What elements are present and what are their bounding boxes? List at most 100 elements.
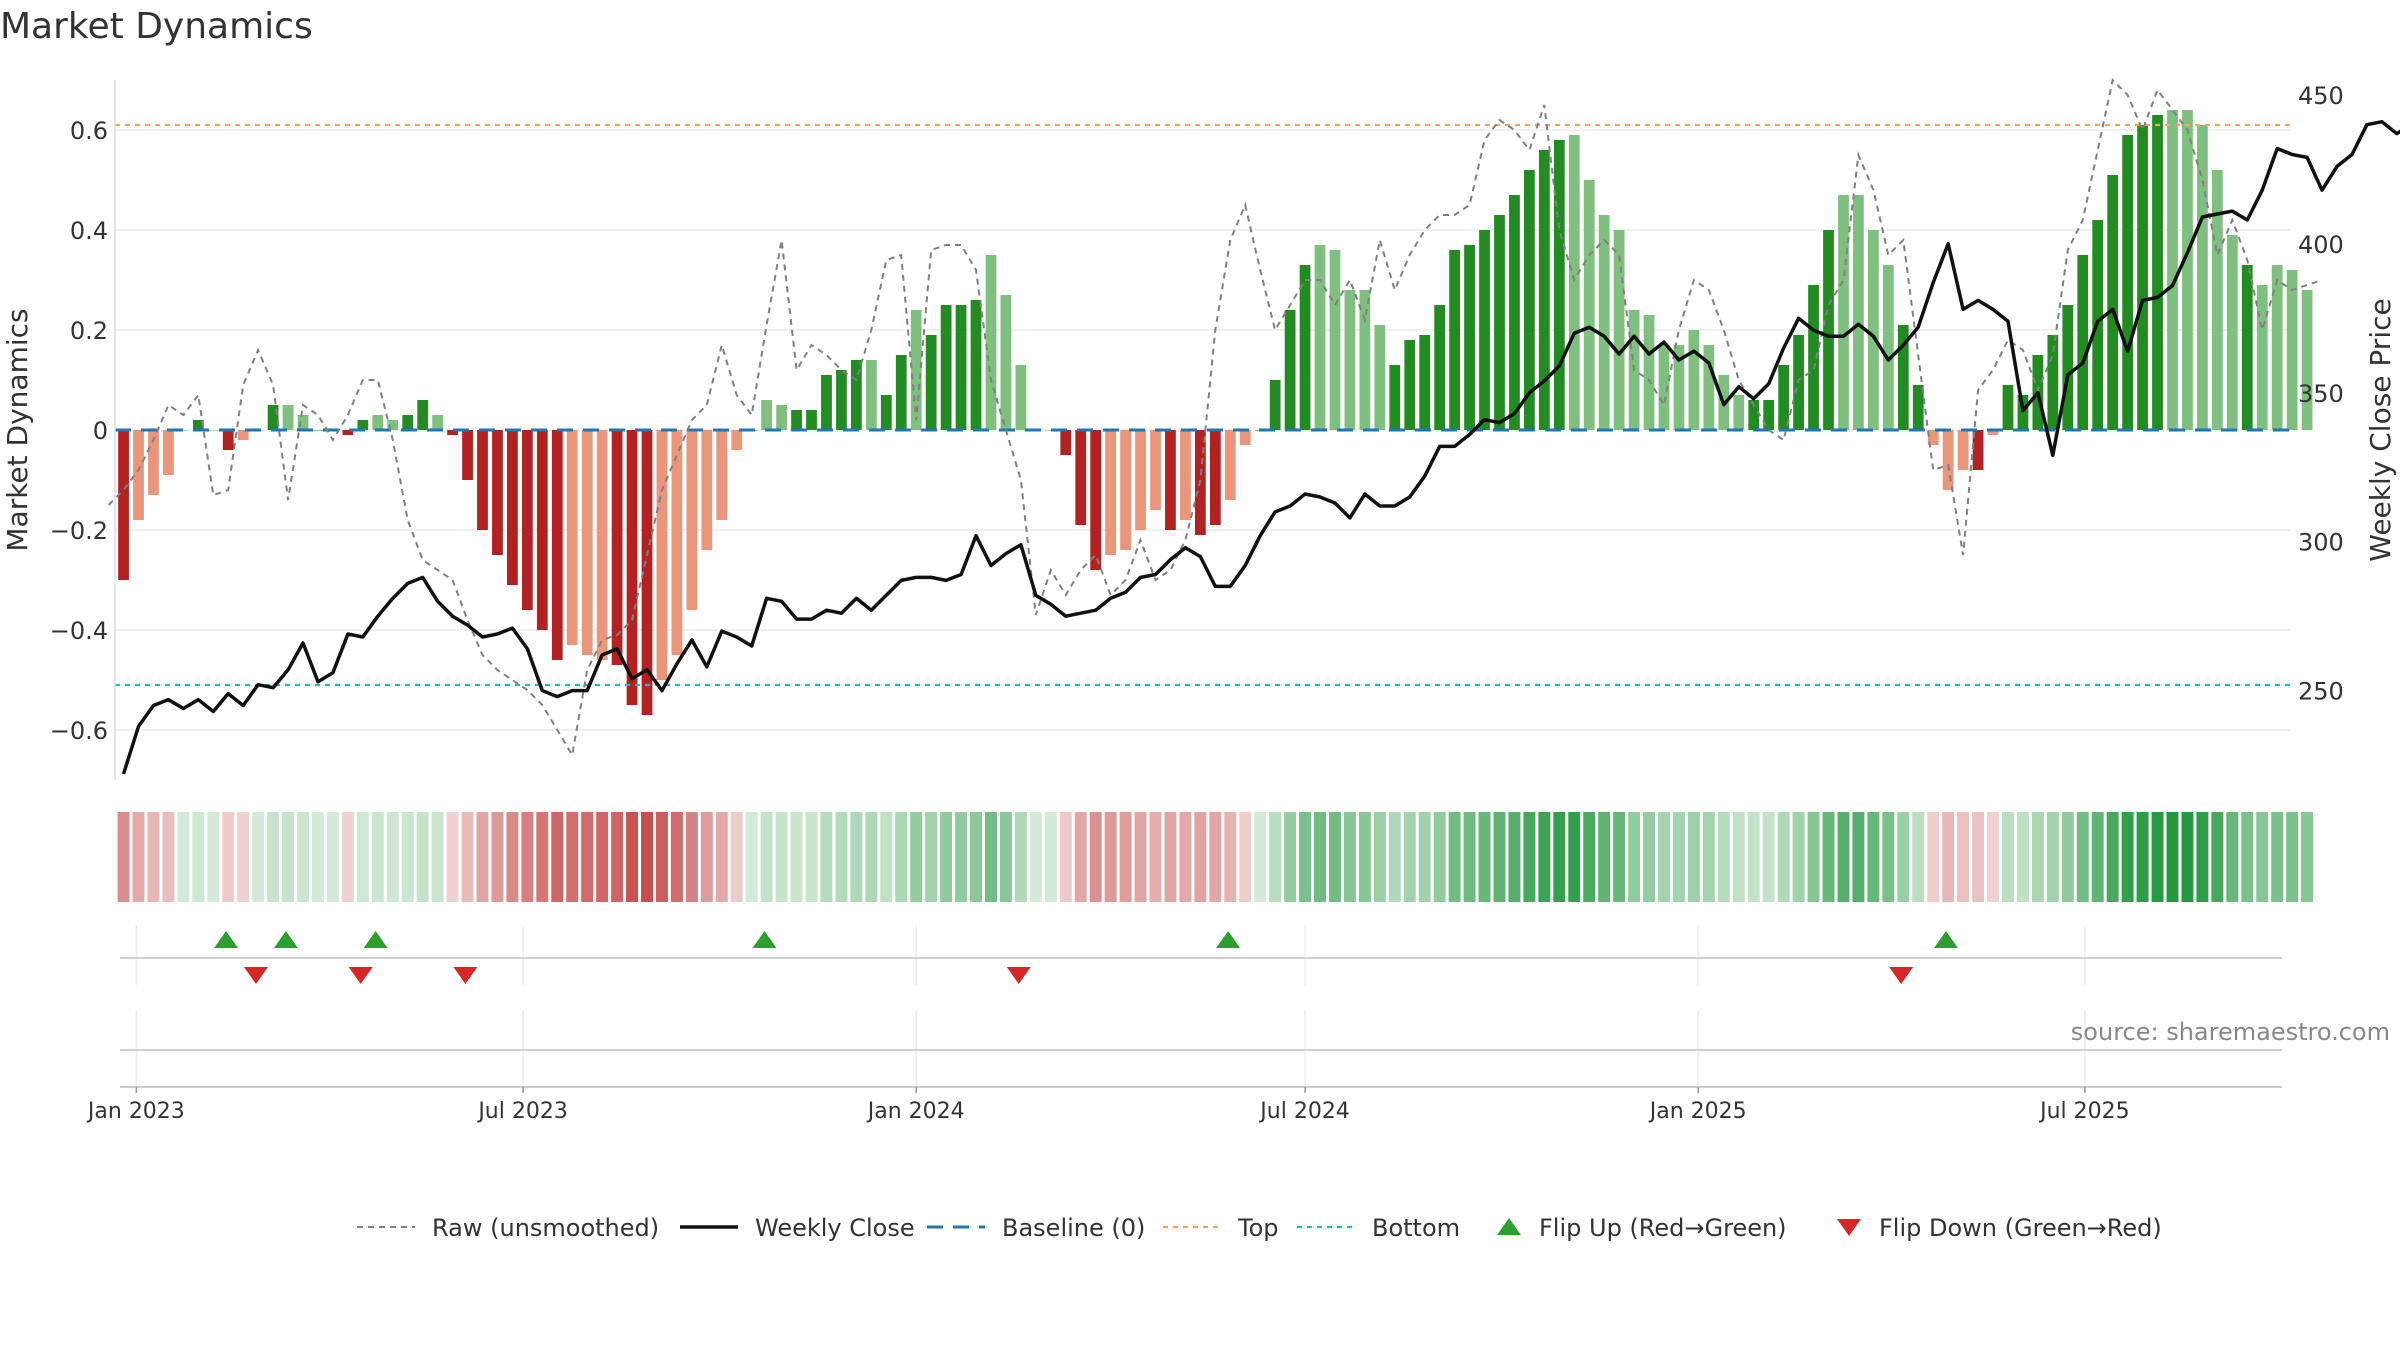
heat-cell — [282, 812, 294, 902]
heat-cell — [2137, 812, 2149, 902]
dynamics-bar — [1479, 230, 1490, 430]
dynamics-bar — [866, 360, 877, 430]
dynamics-bar — [133, 430, 144, 520]
heat-cell — [1837, 812, 1849, 902]
heat-cell — [1748, 812, 1760, 902]
dynamics-bar — [2287, 270, 2298, 430]
dynamics-bar — [1180, 430, 1191, 520]
dynamics-bar — [1060, 430, 1071, 455]
heat-cell — [1434, 812, 1446, 902]
heat-cell — [1508, 812, 1520, 902]
heat-cell — [925, 812, 937, 902]
dynamics-bar — [402, 415, 413, 430]
heat-cell — [237, 812, 249, 902]
legend-label: Baseline (0) — [1002, 1214, 1145, 1242]
x-tick-label: Jul 2024 — [1258, 1099, 1350, 1124]
heat-cell — [1000, 812, 1012, 902]
heat-cell — [776, 812, 788, 902]
heat-cell — [551, 812, 563, 902]
dynamics-bar — [462, 430, 473, 480]
heat-cell — [1927, 812, 1939, 902]
chart-title: Market Dynamics — [0, 6, 313, 47]
heat-cell — [1284, 812, 1296, 902]
y-right-tick-label: 300 — [2298, 529, 2344, 557]
dynamics-bar — [1270, 380, 1281, 430]
dynamics-bar — [1689, 330, 1700, 430]
y-tick-label: −0.6 — [50, 717, 108, 745]
heat-cell — [342, 812, 354, 902]
heat-cell — [940, 812, 952, 902]
dynamics-bar — [507, 430, 518, 585]
heat-cell — [2286, 812, 2298, 902]
heat-cell — [865, 812, 877, 902]
heat-cell — [1643, 812, 1655, 902]
dynamics-bar — [582, 430, 593, 655]
heat-cell — [1389, 812, 1401, 902]
heat-cell — [1733, 812, 1745, 902]
heat-cell — [387, 812, 399, 902]
dynamics-bar — [2212, 170, 2223, 430]
dynamics-bar — [2302, 290, 2313, 430]
dynamics-bar — [1359, 290, 1370, 430]
heat-cell — [1479, 812, 1491, 902]
grid-lines — [115, 130, 2290, 1087]
legend-label: Flip Down (Green→Red) — [1879, 1214, 2162, 1242]
heat-cell — [2032, 812, 2044, 902]
heat-cell — [1344, 812, 1356, 902]
dynamics-bar — [791, 410, 802, 430]
heat-cell — [731, 812, 743, 902]
dynamics-bar — [1509, 195, 1520, 430]
flip-down-marker — [349, 967, 373, 984]
dynamics-bar — [223, 430, 234, 450]
heat-cell — [761, 812, 773, 902]
heat-cell — [1718, 812, 1730, 902]
dynamics-bar — [2182, 110, 2193, 430]
bar-series — [118, 110, 2312, 715]
heat-cell — [791, 812, 803, 902]
heat-cell — [1703, 812, 1715, 902]
dynamics-bar — [2107, 175, 2118, 430]
heat-cell — [1793, 812, 1805, 902]
heat-cell — [1987, 812, 1999, 902]
dynamics-bar — [567, 430, 578, 645]
dynamics-bar — [1539, 150, 1550, 430]
dynamics-bar — [761, 400, 772, 430]
heat-cell — [1449, 812, 1461, 902]
dynamics-bar — [1554, 140, 1565, 430]
heat-cell — [2226, 812, 2238, 902]
x-tick-label: Jan 2023 — [86, 1099, 185, 1124]
heat-cell — [1553, 812, 1565, 902]
heat-cell — [2122, 812, 2134, 902]
legend-label: Weekly Close — [755, 1214, 915, 1242]
legend-item: Flip Up (Red→Green) — [1497, 1214, 1787, 1242]
dynamics-bar — [1823, 230, 1834, 430]
dynamics-bar — [1569, 135, 1580, 430]
heat-cell — [2196, 812, 2208, 902]
dynamics-bar — [492, 430, 503, 555]
dynamics-bar — [1584, 180, 1595, 430]
heat-cell — [1523, 812, 1535, 902]
heat-cell — [2077, 812, 2089, 902]
dynamics-bar — [941, 305, 952, 430]
dynamics-bar — [313, 430, 324, 431]
dynamics-bar — [1285, 310, 1296, 430]
heat-cell — [2211, 812, 2223, 902]
heat-cell — [1912, 812, 1924, 902]
heat-cell — [536, 812, 548, 902]
dynamics-bar — [1016, 365, 1027, 430]
heat-cell — [1179, 812, 1191, 902]
heat-cell — [970, 812, 982, 902]
heat-cell — [1314, 812, 1326, 902]
dynamics-bar — [1225, 430, 1236, 500]
heat-cell — [2181, 812, 2193, 902]
heat-cell — [626, 812, 638, 902]
heat-cell — [462, 812, 474, 902]
heat-cell — [372, 812, 384, 902]
heat-cell — [2062, 812, 2074, 902]
heat-cell — [820, 812, 832, 902]
dynamics-bar — [1135, 430, 1146, 530]
heat-cell — [402, 812, 414, 902]
dynamics-bar — [1075, 430, 1086, 525]
heat-cell — [1583, 812, 1595, 902]
